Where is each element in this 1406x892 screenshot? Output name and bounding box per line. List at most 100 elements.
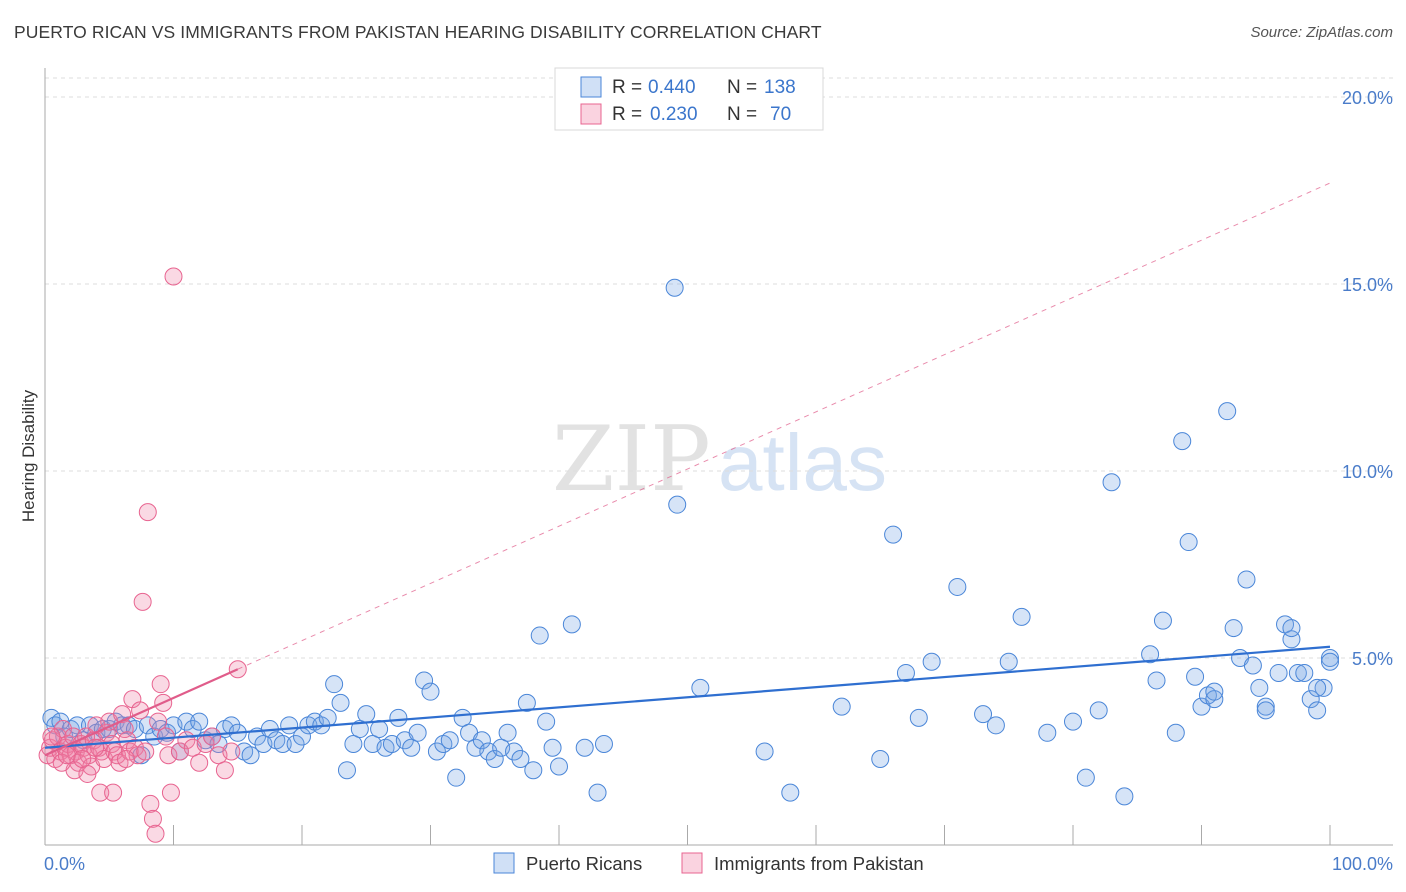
puerto-ricans-point-46 [331, 693, 350, 712]
y-tick-label-1: 10.0% [1342, 462, 1393, 482]
pakistan-point-44 [151, 675, 170, 694]
puerto-ricans-point-94 [909, 708, 928, 727]
pakistan-point-57 [215, 761, 234, 780]
stats-legend: R = 0.440 N = 138 R = 0.230 N = 70 [554, 67, 824, 131]
puerto-ricans-point-49 [350, 720, 369, 739]
puerto-ricans-point-130 [1308, 701, 1327, 720]
puerto-ricans-point-85 [665, 278, 684, 297]
pakistan-point-43 [149, 712, 168, 731]
puerto-ricans-point-104 [1089, 701, 1108, 720]
puerto-ricans-point-52 [370, 720, 389, 739]
bottom-legend-label-pink: Immigrants from Pakistan [714, 853, 924, 874]
puerto-ricans-point-132 [1321, 649, 1339, 667]
puerto-ricans-point-124 [1269, 663, 1288, 682]
puerto-ricans-point-22 [177, 712, 196, 731]
pakistan-point-66 [42, 727, 61, 746]
y-tick-label-0: 5.0% [1352, 649, 1393, 669]
legend-r-value-1: 0.440 [648, 77, 696, 98]
trend-pakistan-extension [237, 182, 1331, 670]
puerto-ricans-point-44 [318, 708, 337, 727]
x-tick-label-0: 0.0% [44, 854, 85, 874]
puerto-ricans-point-24 [190, 712, 209, 731]
pakistan-point-69 [86, 738, 105, 757]
puerto-ricans-point-95 [922, 652, 941, 671]
puerto-ricans-point-108 [1147, 671, 1166, 690]
puerto-ricans-point-88 [755, 742, 774, 761]
series-immigrants-from-pakistan [38, 267, 247, 843]
puerto-ricans-point-23 [183, 720, 202, 739]
puerto-ricans-point-109 [1153, 611, 1172, 630]
pakistan-point-47 [159, 746, 178, 765]
puerto-ricans-point-103 [1076, 768, 1095, 787]
puerto-ricans-point-80 [550, 757, 568, 776]
pakistan-point-53 [190, 753, 209, 772]
pakistan-point-41 [143, 809, 162, 828]
puerto-ricans-point-73 [505, 742, 524, 761]
puerto-ricans-point-84 [594, 735, 613, 754]
axes [44, 68, 1393, 846]
legend-n-label-2: N = [727, 104, 757, 125]
y-axis-label: Hearing Disability [19, 389, 38, 522]
puerto-ricans-point-131 [1314, 678, 1333, 697]
legend-swatch-pink [580, 103, 602, 125]
watermark-zip: ZIP [552, 407, 711, 512]
puerto-ricans-point-2 [51, 712, 70, 731]
puerto-ricans-point-106 [1115, 787, 1134, 806]
puerto-ricans-point-122 [1250, 678, 1269, 697]
puerto-ricans-point-102 [1064, 712, 1082, 731]
pakistan-point-46 [156, 727, 175, 746]
gridlines [45, 77, 1393, 659]
puerto-ricans-point-77 [530, 626, 549, 645]
chart-title: PUERTO RICAN VS IMMIGRANTS FROM PAKISTAN… [14, 22, 822, 42]
puerto-ricans-point-99 [999, 652, 1018, 671]
pakistan-point-55 [203, 727, 222, 746]
puerto-ricans-point-45 [325, 675, 344, 694]
bottom-legend-label-blue: Puerto Ricans [526, 853, 642, 874]
puerto-ricans-point-111 [1173, 432, 1192, 451]
puerto-ricans-point-133 [1321, 652, 1339, 671]
legend-n-label-1: N = [727, 77, 757, 98]
pakistan-point-38 [136, 742, 155, 761]
puerto-ricans-point-123 [1256, 697, 1275, 716]
bottom-legend-swatch-pink [681, 852, 703, 874]
puerto-ricans-point-65 [453, 708, 472, 727]
puerto-ricans-point-72 [498, 723, 517, 742]
trend-pakistan [44, 668, 239, 757]
bottom-legend-swatch-blue [493, 852, 515, 874]
puerto-ricans-point-70 [485, 749, 504, 768]
puerto-ricans-point-112 [1179, 533, 1198, 552]
legend-n-value-1: 138 [764, 77, 796, 98]
puerto-ricans-point-89 [781, 783, 800, 802]
puerto-ricans-point-134 [1308, 678, 1327, 697]
puerto-ricans-point-118 [1224, 619, 1243, 638]
puerto-ricans-point-129 [1301, 690, 1320, 709]
series-puerto-ricans [42, 278, 1339, 806]
legend-n-value-2: 70 [770, 104, 791, 125]
y-tick-labels: 5.0% 10.0% 15.0% 20.0% [1342, 88, 1393, 669]
y-tick-label-2: 15.0% [1342, 275, 1393, 295]
puerto-ricans-point-127 [1288, 663, 1307, 682]
pakistan-point-42 [146, 824, 165, 843]
legend-r-value-2: 0.230 [650, 104, 698, 125]
puerto-ricans-point-107 [1141, 645, 1160, 664]
watermark-atlas: atlas [718, 418, 887, 507]
puerto-ricans-point-135 [1282, 619, 1301, 638]
puerto-ricans-point-105 [1102, 473, 1121, 492]
puerto-ricans-point-86 [668, 495, 687, 514]
pakistan-point-39 [138, 503, 157, 522]
puerto-ricans-point-98 [986, 716, 1005, 735]
puerto-ricans-point-47 [337, 761, 356, 780]
puerto-ricans-point-96 [948, 577, 967, 596]
puerto-ricans-point-92 [884, 525, 903, 544]
pakistan-point-48 [161, 783, 180, 802]
puerto-ricans-point-128 [1295, 663, 1314, 682]
puerto-ricans-point-91 [871, 749, 890, 768]
puerto-ricans-point-110 [1166, 723, 1185, 742]
trend-lines [44, 182, 1331, 757]
puerto-ricans-point-120 [1237, 570, 1256, 589]
puerto-ricans-point-117 [1218, 402, 1237, 421]
chart-source: Source: ZipAtlas.com [1250, 24, 1393, 41]
puerto-ricans-point-32 [241, 746, 260, 765]
pakistan-point-68 [73, 749, 92, 768]
